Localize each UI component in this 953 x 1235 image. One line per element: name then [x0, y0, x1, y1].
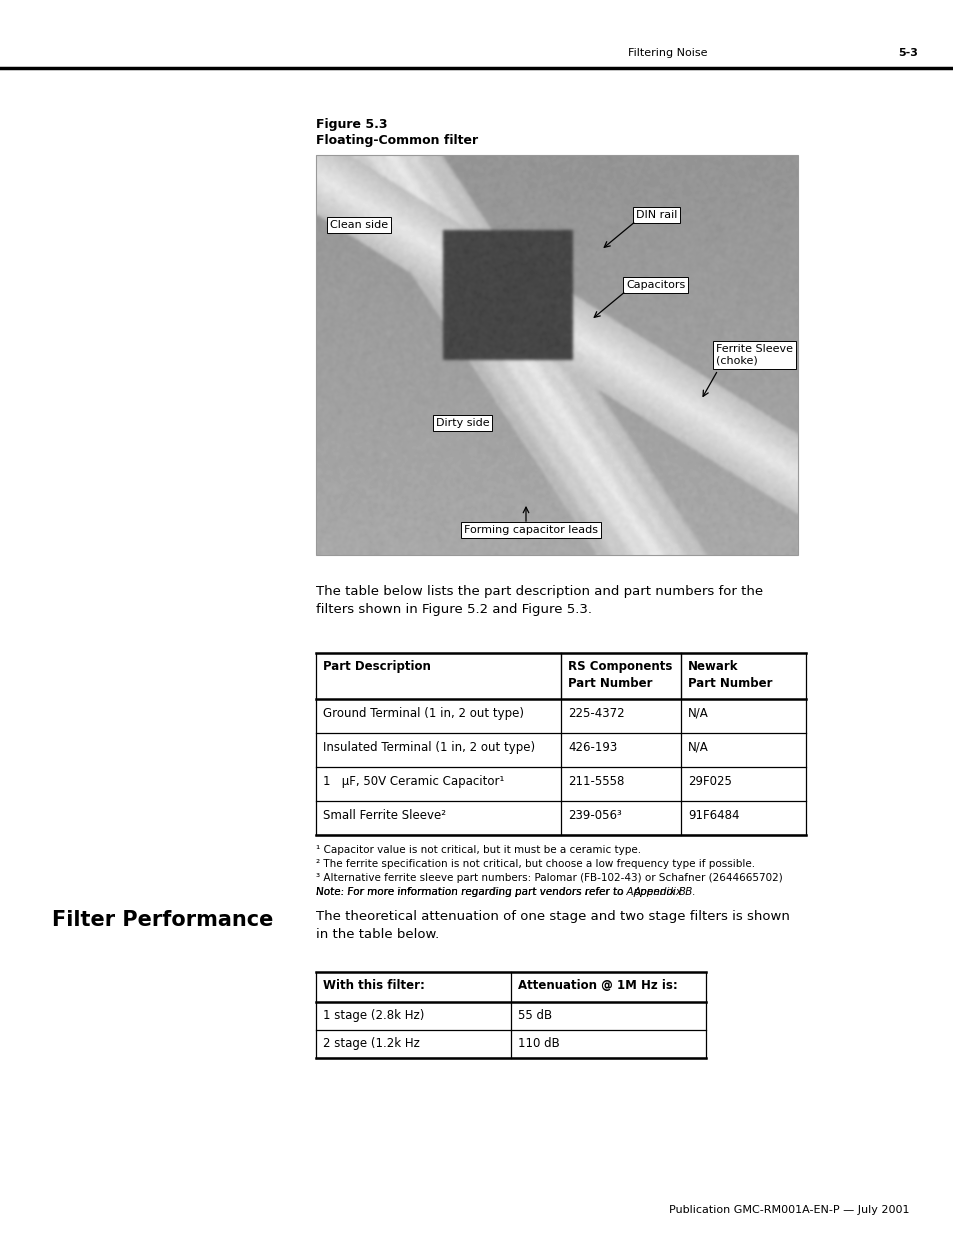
Text: Clean side: Clean side: [330, 220, 388, 230]
Text: 2 stage (1.2k Hz: 2 stage (1.2k Hz: [323, 1037, 419, 1050]
Text: 211-5558: 211-5558: [567, 776, 623, 788]
Text: N/A: N/A: [687, 706, 708, 720]
Text: Appendix B.: Appendix B.: [634, 887, 696, 897]
Text: Note: For more information regarding part vendors refer to: Note: For more information regarding par…: [315, 887, 626, 897]
Text: The theoretical attenuation of one stage and two stage filters is shown
in the t: The theoretical attenuation of one stage…: [315, 910, 789, 941]
Text: Floating-Common filter: Floating-Common filter: [315, 135, 477, 147]
Text: 5-3: 5-3: [897, 48, 917, 58]
Text: 1   μF, 50V Ceramic Capacitor¹: 1 μF, 50V Ceramic Capacitor¹: [323, 776, 504, 788]
Text: DIN rail: DIN rail: [636, 210, 677, 220]
Text: Capacitors: Capacitors: [625, 280, 684, 290]
Text: 110 dB: 110 dB: [517, 1037, 559, 1050]
Text: Newark
Part Number: Newark Part Number: [687, 659, 772, 690]
Text: Dirty side: Dirty side: [436, 417, 489, 429]
Text: Part Description: Part Description: [323, 659, 431, 673]
Text: Ground Terminal (1 in, 2 out type): Ground Terminal (1 in, 2 out type): [323, 706, 523, 720]
Text: 55 dB: 55 dB: [517, 1009, 552, 1023]
Text: ³ Alternative ferrite sleeve part numbers: Palomar (FB-102-43) or Schafner (2644: ³ Alternative ferrite sleeve part number…: [315, 873, 781, 883]
Text: Figure 5.3: Figure 5.3: [315, 119, 387, 131]
Text: The table below lists the part description and part numbers for the
filters show: The table below lists the part descripti…: [315, 585, 762, 616]
Text: 239-056³: 239-056³: [567, 809, 621, 823]
Text: N/A: N/A: [687, 741, 708, 755]
Text: 29F025: 29F025: [687, 776, 731, 788]
Text: ² The ferrite specification is not critical, but choose a low frequency type if : ² The ferrite specification is not criti…: [315, 860, 755, 869]
Text: 225-4372: 225-4372: [567, 706, 624, 720]
Text: Filter Performance: Filter Performance: [52, 910, 274, 930]
Text: Insulated Terminal (1 in, 2 out type): Insulated Terminal (1 in, 2 out type): [323, 741, 535, 755]
Text: Small Ferrite Sleeve²: Small Ferrite Sleeve²: [323, 809, 446, 823]
Text: Forming capacitor leads: Forming capacitor leads: [463, 525, 598, 535]
Text: 426-193: 426-193: [567, 741, 617, 755]
Text: Attenuation @ 1M Hz is:: Attenuation @ 1M Hz is:: [517, 979, 677, 992]
Text: Filtering Noise: Filtering Noise: [627, 48, 707, 58]
Bar: [315, 156, 797, 555]
Text: Publication GMC-RM001A-EN-P — July 2001: Publication GMC-RM001A-EN-P — July 2001: [669, 1205, 909, 1215]
Text: With this filter:: With this filter:: [323, 979, 424, 992]
Text: ¹ Capacitor value is not critical, but it must be a ceramic type.: ¹ Capacitor value is not critical, but i…: [315, 845, 640, 855]
Text: RS Components
Part Number: RS Components Part Number: [567, 659, 672, 690]
Text: Note: For more information regarding part vendors refer to Appendix B.: Note: For more information regarding par…: [315, 887, 688, 897]
Text: 91F6484: 91F6484: [687, 809, 739, 823]
Text: 1 stage (2.8k Hz): 1 stage (2.8k Hz): [323, 1009, 424, 1023]
Text: Ferrite Sleeve
(choke): Ferrite Sleeve (choke): [716, 345, 792, 366]
